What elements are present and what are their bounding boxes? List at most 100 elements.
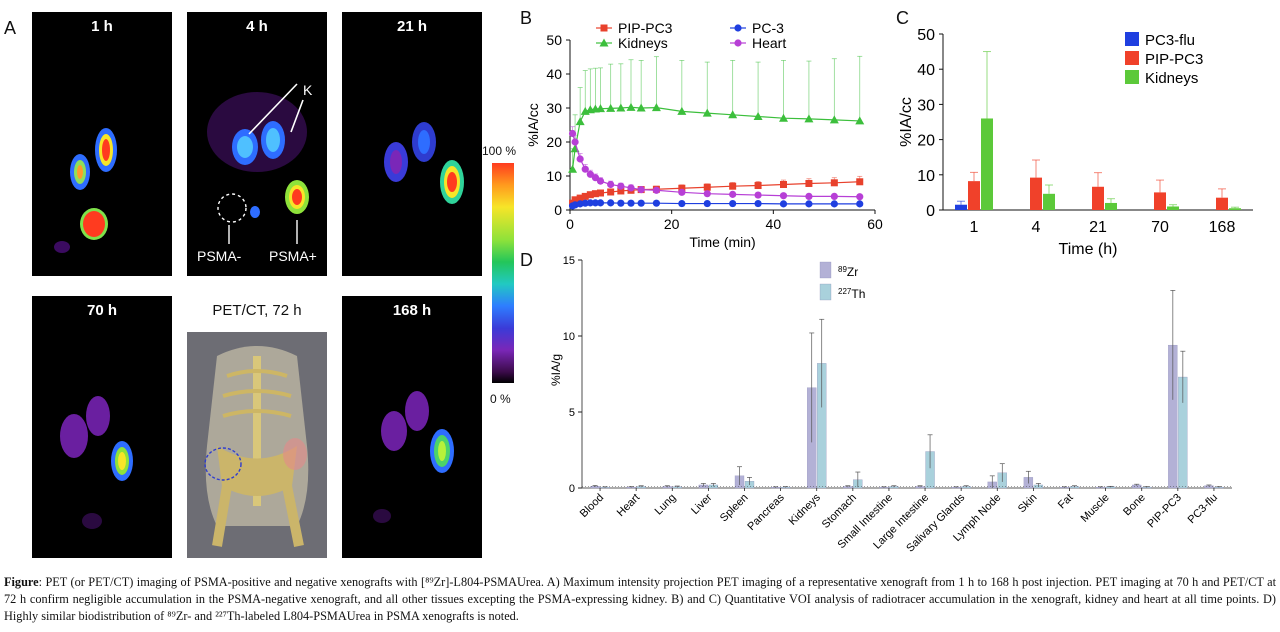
bar [1030,177,1042,210]
data-point [596,199,605,207]
data-point [607,199,615,207]
data-point [651,103,661,112]
data-point [597,189,604,197]
pet-tile-label: 1 h [91,18,113,35]
y-tick-label: 50 [917,27,935,44]
x-tick-label: 21 [1089,219,1107,236]
data-point [829,115,839,124]
data-point [805,200,813,208]
y-tick-label: 50 [546,32,562,48]
legend-swatch [1125,70,1139,84]
x-tick-label: Muscle [1079,492,1112,525]
pet-blobs-1h [54,128,117,253]
legend-swatch [1125,51,1139,65]
data-point [830,200,838,208]
x-tick-label: 40 [766,216,782,232]
data-point [586,191,594,199]
legend-marker [734,24,742,32]
y-tick-label: 10 [563,331,575,343]
data-point [586,170,594,178]
y-tick-label: 0 [554,202,562,218]
legend-marker [599,38,609,47]
data-point [780,181,787,188]
panel-letter-d: D [520,250,533,270]
data-point [581,165,589,173]
y-tick-label: 10 [917,168,935,185]
data-point [652,186,661,194]
data-point [568,164,578,173]
x-tick-label: 70 [1151,219,1169,236]
legend-label: Heart [752,35,786,51]
data-point [571,138,579,146]
data-point [617,199,625,207]
x-tick-label: Spleen [718,492,751,525]
bar [1229,208,1241,210]
data-point [703,199,711,208]
x-tick-label: 0 [566,216,574,232]
pet-image-21h: 21 h [342,12,482,276]
chart-c-uptake-bars: 0 10 20 30 40 50 1 4 21 70 168 Time (h) %IA/cc PC3-fl… [898,27,1253,258]
data-point [830,179,838,187]
data-point [637,199,645,207]
colorbar-max-label: 100 % [482,144,517,158]
legend-swatch [819,283,832,301]
data-point [607,180,615,189]
pet-ct-image-72h: PET/CT, 72 h [187,296,327,558]
data-point [591,174,600,182]
bar [955,204,967,210]
data-point [805,192,813,200]
data-point [586,199,594,207]
data-point [729,182,737,190]
data-point [591,199,600,207]
data-point [779,113,788,122]
pet-tile-label: PET/CT, 72 h [212,302,302,319]
x-tick-label: Skin [1016,492,1040,516]
data-point [856,178,864,186]
pet-image-1h: 1 h [32,12,172,276]
pet-colorbar [492,163,514,383]
data-point [753,112,763,120]
y-axis-title: %IA/g [549,354,563,386]
x-tick-label: Heart [615,492,643,520]
data-point [678,199,686,208]
legend-label: 89Zr [838,265,858,280]
data-point [596,104,605,113]
pet-tile-label: 21 h [396,18,427,35]
x-axis-title: Time (min) [689,234,755,250]
legend-label: PIP-PC3 [618,20,673,36]
series-line [572,202,860,207]
data-point [596,177,605,185]
bar [1216,197,1228,210]
bar [981,118,993,210]
legend-label: PC3-flu [1145,32,1195,49]
x-tick-label: PC3-flu [1186,492,1220,526]
data-point [856,193,864,201]
pet-blobs-4h [207,83,309,244]
pet-tile-label: 168 h [392,302,432,319]
x-tick-label: Blood [578,492,606,520]
data-point [636,103,646,112]
data-point [678,184,686,192]
x-tick-label: 60 [867,216,883,232]
x-tick-label: 20 [664,216,680,232]
data-point [754,199,762,208]
y-axis-title: %IA/cc [525,103,541,147]
data-point [606,103,616,112]
y-tick-label: 20 [917,133,935,150]
x-axis-title: Time (h) [1059,241,1118,258]
bar [1167,206,1179,210]
data-point [576,194,584,202]
y-axis-title: %IA/cc [898,97,915,147]
data-point [617,182,625,190]
y-tick-label: 10 [546,168,562,184]
data-point [637,186,645,194]
figure-caption: Figure: PET (or PET/CT) imaging of PSMA-… [4,574,1276,625]
x-tick-label: Bone [1121,492,1148,519]
caption-lead: Figure [4,575,39,589]
data-point [571,196,579,204]
data-point [568,129,577,138]
y-tick-label: 5 [569,407,575,419]
x-tick-label: PIP-PC3 [1145,492,1184,531]
x-tick-label: 168 [1209,219,1236,236]
panel-letter-b: B [520,8,533,28]
